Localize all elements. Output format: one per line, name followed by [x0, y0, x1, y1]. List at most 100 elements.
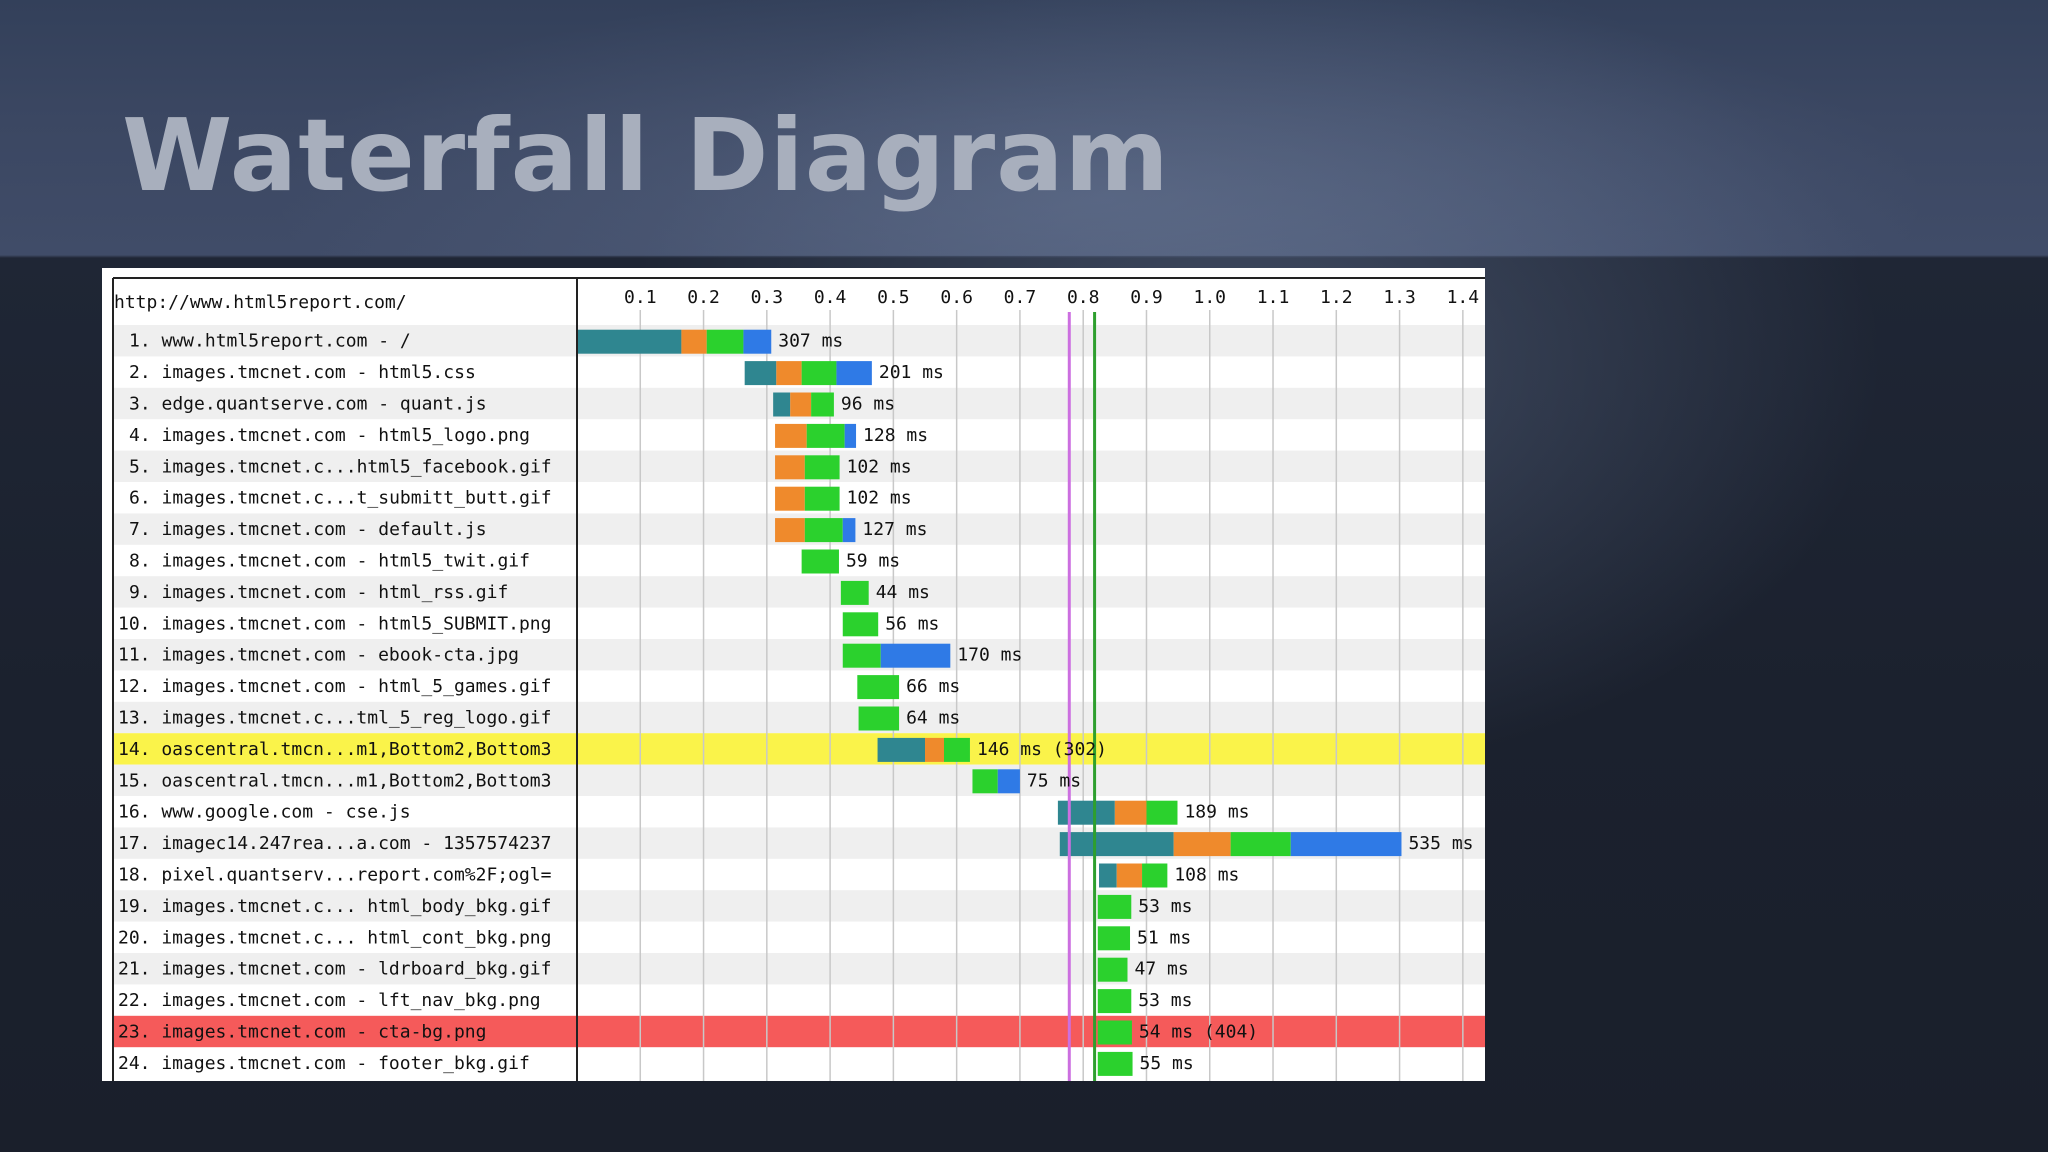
request-bars [577, 329, 1402, 1076]
waterfall-chart: 0.1 0.2 0.3 0.4 0.5 0.6 0.7 0.8 0.9 1.0 1.1 1.2 1.3 1… [112, 277, 1485, 1081]
bar-ttfb [1097, 894, 1132, 919]
tick-label: 0.4 [814, 287, 847, 308]
slide-title: Waterfall Diagram [122, 97, 1170, 214]
bar-ttfb [1097, 989, 1132, 1014]
row-background [113, 639, 1485, 671]
timing-label: 307 ms [778, 331, 843, 352]
bar-ttfb [801, 549, 839, 574]
timing-label: 127 ms [862, 519, 927, 540]
bar-ttfb [1097, 1020, 1132, 1045]
bar-ttfb [857, 675, 900, 700]
event-lines [1067, 312, 1097, 1081]
tick-label: 0.1 [624, 287, 657, 308]
bar-ttfb [804, 486, 840, 511]
bar-ttfb [1097, 1051, 1133, 1076]
request-label: 6. images.tmcnet.c...t_submitt_butt.gif [129, 488, 552, 509]
bar-connect [775, 518, 805, 543]
request-label: 13. images.tmcnet.c...tml_5_reg_logo.gif [118, 708, 551, 729]
timing-label: 170 ms [957, 645, 1022, 666]
bar-dns [1099, 863, 1117, 888]
bar-ttfb [804, 455, 840, 480]
row-background [113, 1015, 1485, 1048]
bar-ttfb [858, 706, 900, 731]
request-label: 20. images.tmcnet.c... html_cont_bkg.png [118, 927, 551, 948]
chart-frame [112, 277, 1485, 1081]
tick-label: 1.3 [1383, 287, 1416, 308]
bar-connect [775, 455, 805, 480]
timing-label: 146 ms (302) [977, 739, 1107, 760]
timing-label: 66 ms [906, 676, 960, 697]
bar-ttfb [811, 392, 834, 417]
request-label: 1. www.html5report.com - / [129, 331, 411, 352]
timing-label: 189 ms [1184, 802, 1249, 823]
timing-label: 56 ms [885, 613, 939, 634]
request-label: 18. pixel.quantserv...report.com%2F;ogl= [118, 865, 552, 886]
bar-download [1290, 832, 1402, 857]
bar-dns [773, 392, 791, 417]
request-label: 7. images.tmcnet.com - default.js [129, 519, 487, 540]
tick-label: 0.8 [1067, 287, 1100, 308]
bar-connect [925, 737, 944, 762]
tick-label: 1.0 [1193, 287, 1226, 308]
bar-connect [1114, 800, 1147, 825]
request-label: 16. www.google.com - cse.js [118, 802, 411, 823]
timing-label: 64 ms [906, 708, 960, 729]
bar-ttfb [1142, 863, 1168, 888]
waterfall-diagram: 0.1 0.2 0.3 0.4 0.5 0.6 0.7 0.8 0.9 1.0 1.1 1.2 1.3 1… [102, 268, 1485, 1081]
request-label: 22. images.tmcnet.com - lft_nav_bkg.png [118, 990, 541, 1011]
bar-download [836, 361, 872, 386]
tick-label: 0.3 [751, 287, 784, 308]
title-band [0, 0, 2048, 256]
request-label: 3. edge.quantserve.com - quant.js [129, 394, 487, 415]
bar-download [743, 329, 772, 354]
tick-label: 0.6 [940, 287, 973, 308]
timing-label: 44 ms [876, 582, 930, 603]
timing-label: 128 ms [863, 425, 928, 446]
page-url: http://www.html5report.com/ [114, 292, 407, 313]
timing-label: 53 ms [1138, 896, 1192, 917]
tick-label: 0.5 [877, 287, 910, 308]
request-label: 10. images.tmcnet.com - html5_SUBMIT.png [118, 613, 551, 634]
request-label: 4. images.tmcnet.com - html5_logo.png [129, 425, 530, 446]
bar-download [844, 423, 857, 448]
timing-label: 47 ms [1134, 959, 1188, 980]
tick-label: 0.7 [1004, 287, 1037, 308]
tick-label: 0.9 [1130, 287, 1163, 308]
timing-label: 102 ms [847, 488, 912, 509]
request-label: 14. oascentral.tmcn...m1,Bottom2,Bottom3 [118, 739, 551, 760]
bar-ttfb [706, 329, 744, 354]
bar-download [880, 643, 951, 668]
request-label: 17. imagec14.247rea...a.com - 1357574237 [118, 833, 551, 854]
bar-connect [681, 329, 707, 354]
timing-label: 54 ms (404) [1139, 1022, 1258, 1043]
timing-label: 96 ms [841, 394, 895, 415]
row-background [113, 764, 1485, 796]
bar-dns [1057, 800, 1115, 825]
timing-label: 59 ms [846, 551, 900, 572]
request-label: 8. images.tmcnet.com - html5_twit.gif [129, 551, 530, 572]
bar-download [997, 769, 1020, 794]
bar-dns [877, 737, 926, 762]
timing-label: 55 ms [1140, 1053, 1194, 1074]
timing-label: 535 ms [1408, 833, 1473, 854]
bar-dns [744, 361, 777, 386]
tick-label: 1.2 [1320, 287, 1353, 308]
timing-label: 53 ms [1138, 990, 1192, 1011]
bar-ttfb [1097, 926, 1131, 951]
bar-ttfb [1097, 957, 1128, 982]
request-label: 11. images.tmcnet.com - ebook-cta.jpg [118, 645, 519, 666]
bar-ttfb [842, 643, 881, 668]
row-background [113, 890, 1485, 922]
bar-ttfb [1146, 800, 1178, 825]
timing-label: 75 ms [1027, 770, 1081, 791]
request-label: 15. oascentral.tmcn...m1,Bottom2,Bottom3 [118, 770, 551, 791]
bar-ttfb [806, 423, 845, 448]
labels: 0.1 0.2 0.3 0.4 0.5 0.6 0.7 0.8 0.9 1.0 1.1 1.2 1.3 1… [114, 287, 1479, 1074]
bar-ttfb [943, 737, 970, 762]
bar-connect [1173, 832, 1231, 857]
timing-label: 108 ms [1174, 865, 1239, 886]
bar-dns [1059, 832, 1174, 857]
tick-label: 0.2 [687, 287, 720, 308]
request-label: 19. images.tmcnet.c... html_body_bkg.gif [118, 896, 551, 917]
request-label: 24. images.tmcnet.com - footer_bkg.gif [118, 1053, 530, 1074]
